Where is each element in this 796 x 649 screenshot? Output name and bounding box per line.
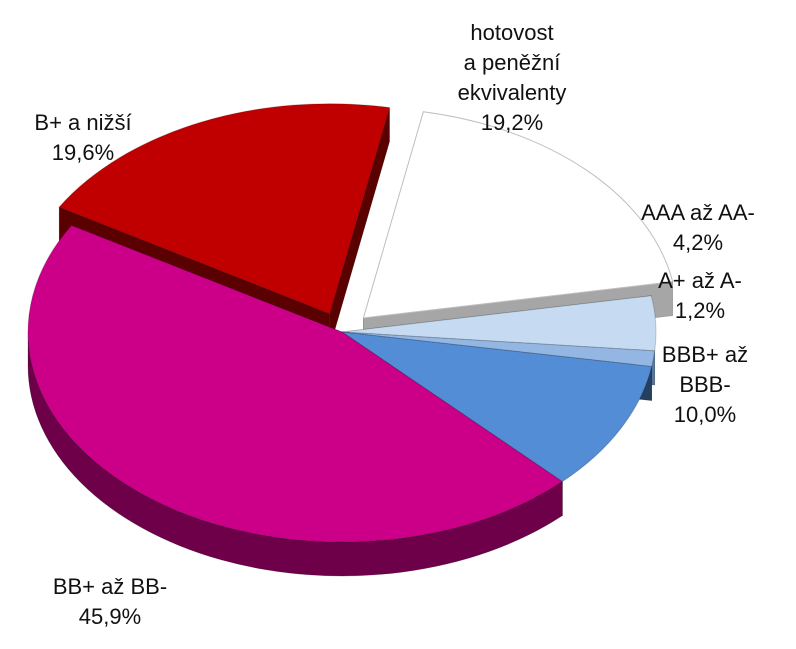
slice-category-label: A+ až A-: [658, 268, 742, 293]
slice-value-label: 4,2%: [673, 230, 723, 255]
slice-label: BBB+ až BBB- 10,0%: [662, 342, 748, 427]
slice-labels: hotovost a peněžní ekvivalenty 19,2% AAA až …: [34, 20, 754, 629]
slice-label: hotovost a peněžní ekvivalenty 19,2%: [458, 20, 567, 135]
slice-category-label: BBB-: [679, 372, 730, 397]
slice-category-label: AAA až AA-: [641, 200, 755, 225]
slice-label: AAA až AA- 4,2%: [641, 200, 755, 255]
slice-label: BB+ až BB- 45,9%: [53, 574, 167, 629]
slice-value-label: 19,6%: [52, 140, 114, 165]
slice-value-label: 45,9%: [79, 604, 141, 629]
pie-slice: [27, 224, 564, 543]
pie-slice: [58, 103, 391, 315]
slice-category-label: hotovost: [470, 20, 553, 45]
pie-slice: [362, 111, 674, 319]
slice-category-label: BBB+ až: [662, 342, 748, 367]
slice-category-label: a peněžní: [464, 50, 561, 75]
pie-slice: [341, 295, 657, 352]
pie-slice: [341, 331, 653, 483]
slice-value-label: 1,2%: [675, 298, 725, 323]
slice-category-label: BB+ až BB-: [53, 574, 167, 599]
slice-category-label: B+ a nižší: [34, 110, 131, 135]
slice-value-label: 19,2%: [481, 110, 543, 135]
slice-tops: [27, 103, 674, 543]
slice-label: B+ a nižší 19,6%: [34, 110, 131, 165]
pie-slice: [341, 331, 656, 368]
slice-category-label: ekvivalenty: [458, 80, 567, 105]
slice-value-label: 10,0%: [674, 402, 736, 427]
slice-label: A+ až A- 1,2%: [658, 268, 742, 323]
